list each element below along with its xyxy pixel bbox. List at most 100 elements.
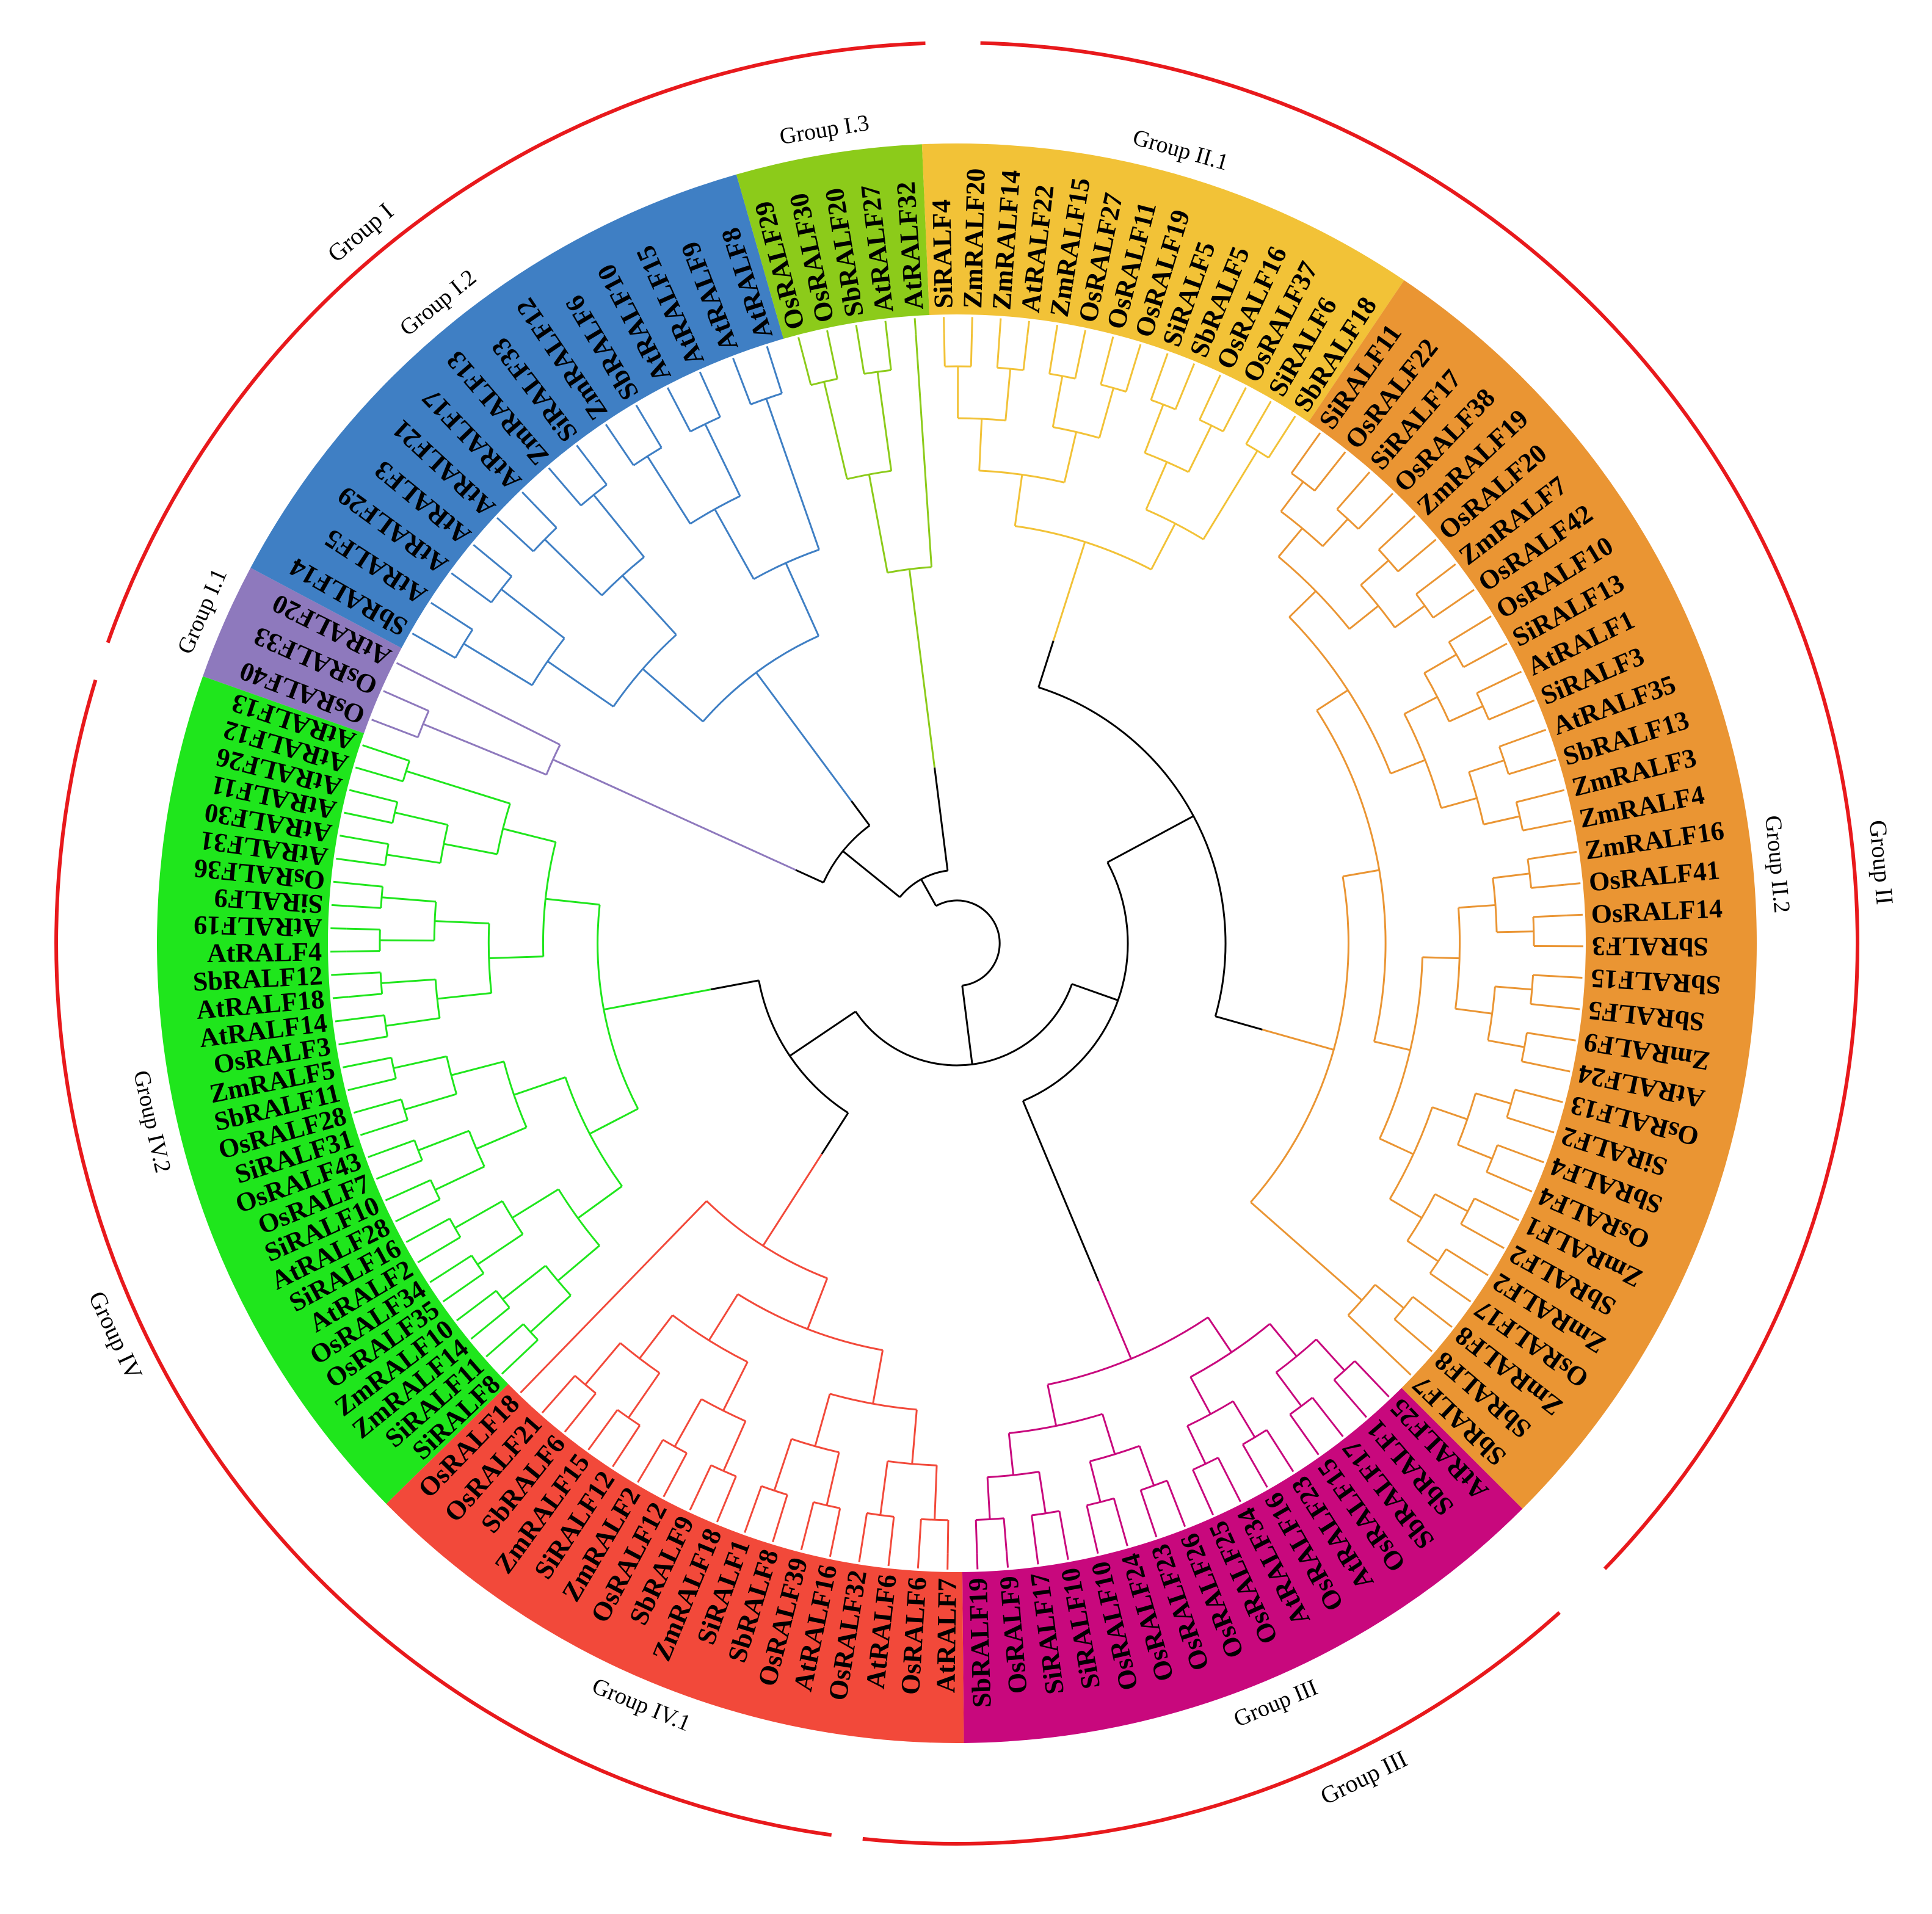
clade-stem [762,1153,823,1247]
branch [385,1017,440,1027]
tip-branch [485,1345,499,1358]
branch [1448,705,1484,723]
tip-branch [1554,1067,1571,1073]
branch [1531,883,1565,889]
leaf-label: OsRALF14 [1591,893,1723,929]
branch-arc [1486,1144,1498,1173]
branch [423,723,547,776]
tip-branch [541,1400,554,1414]
tip-branch [451,572,465,584]
branch-arc [689,495,741,525]
branch [614,437,634,466]
branch [1433,598,1462,618]
tip-branch [976,1553,979,1570]
branch [399,1179,431,1195]
branch [674,1398,702,1448]
branch [1086,1505,1095,1539]
branch [943,333,946,367]
branch [1186,1425,1207,1465]
branch [545,897,600,906]
branch [405,770,510,805]
tip-branch [913,318,917,335]
branch [1268,429,1288,459]
branch [574,1393,597,1420]
tip-branch [1460,589,1475,600]
backbone-branch [961,985,973,1065]
outer-group-label: Group II [1864,819,1899,905]
branch [1394,604,1426,628]
tip-branch [344,811,360,817]
tip-branch [1309,1441,1320,1455]
branch [593,494,645,558]
tip-branch [1492,642,1508,652]
tip-branch [1506,670,1522,680]
tip-branch [333,880,349,885]
tip-branch [1549,789,1565,795]
branch [418,1129,470,1151]
branch [1145,462,1168,510]
branch [628,1372,661,1419]
tip-branch [1504,1212,1519,1222]
tip-branch [430,602,445,612]
backbone-branch [934,767,949,871]
tip-branch [335,1018,351,1023]
branch [975,1520,978,1554]
tip-branch [732,358,740,374]
branch [1423,653,1457,674]
branch [1483,815,1520,825]
tip-branch [349,789,365,795]
branch [911,1409,918,1464]
branch-arc [495,1290,510,1308]
branch [1458,904,1496,909]
subgroup-label: Group II.2 [1760,814,1795,915]
tip-branch [855,325,860,341]
backbone-branch [1215,1015,1263,1031]
tip-branch [884,321,888,337]
branch [829,346,838,379]
branch [393,1055,447,1069]
branch [801,352,812,386]
branch [1460,1223,1491,1242]
branch [695,1465,712,1496]
branch [375,1118,408,1131]
branch [879,1461,889,1515]
tip-branch [1161,353,1169,369]
branch [1522,823,1556,832]
branch [577,1185,623,1219]
branch [918,1519,922,1553]
tip-branch [1528,1156,1544,1164]
branch-arc [1448,641,1465,668]
clade-stem [552,758,796,871]
tip-branch [331,904,347,907]
tip-branch [347,1086,364,1092]
clade-stem [603,988,711,1011]
backbone-branch [842,850,901,898]
branch [1232,1401,1256,1438]
branch [1192,1469,1208,1501]
branch [455,1272,484,1294]
tip-branch [1561,850,1577,855]
tip-branch [1213,374,1221,390]
outer-group-label: Group III [1316,1745,1411,1810]
tip-branch [772,1526,779,1543]
tip-branch [605,424,616,438]
tip-branch [360,1129,376,1136]
branch-arc [1280,510,1324,547]
tip-branch [1377,1385,1390,1397]
branch [1406,1240,1439,1263]
tip-branch [1403,515,1416,527]
leaf-label: SiRALF4 [926,199,959,308]
branch [443,611,473,631]
outer-group-arc [106,41,926,643]
branch-arc [987,1471,1039,1479]
branch [476,1126,527,1150]
backbone-arc [1038,686,1227,1017]
branch [1207,1316,1233,1353]
branch-arc [1476,692,1490,720]
branch [1440,797,1478,809]
branch [704,423,741,497]
branch-arc [1031,1510,1060,1517]
branch [826,1452,840,1506]
branch [482,1307,510,1330]
tip-branch [1334,451,1346,465]
